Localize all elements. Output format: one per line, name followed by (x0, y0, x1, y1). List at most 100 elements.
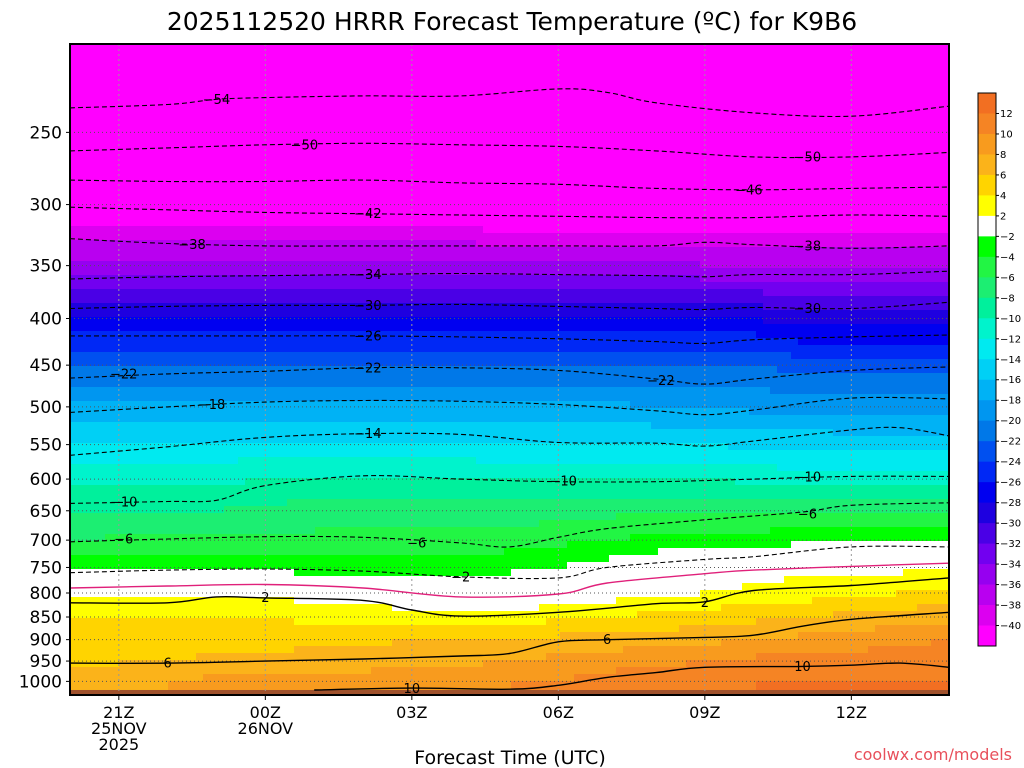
temperature-cell (245, 359, 253, 367)
temperature-cell (189, 660, 197, 668)
temperature-cell (126, 520, 134, 528)
temperature-cell (385, 324, 393, 332)
temperature-cell (154, 226, 162, 234)
temperature-cell (231, 191, 239, 199)
temperature-cell (413, 639, 421, 647)
temperature-cell (245, 275, 253, 283)
temperature-cell (350, 373, 358, 381)
temperature-cell (434, 324, 442, 332)
temperature-cell (147, 541, 155, 549)
temperature-cell (175, 429, 183, 437)
temperature-cell (336, 149, 344, 157)
temperature-cell (392, 100, 400, 108)
temperature-cell (238, 114, 246, 122)
temperature-cell (329, 681, 337, 689)
temperature-cell (140, 464, 148, 472)
temperature-cell (112, 611, 120, 619)
temperature-cell (203, 51, 211, 59)
temperature-cell (364, 338, 372, 346)
temperature-cell (385, 492, 393, 500)
temperature-cell (126, 107, 134, 115)
temperature-cell (371, 233, 379, 241)
temperature-cell (357, 646, 365, 654)
temperature-cell (70, 198, 78, 206)
temperature-cell (301, 114, 309, 122)
temperature-cell (385, 576, 393, 584)
temperature-cell (329, 51, 337, 59)
temperature-cell (399, 289, 407, 297)
temperature-cell (434, 401, 442, 409)
temperature-cell (154, 79, 162, 87)
temperature-cell (350, 205, 358, 213)
temperature-cell (273, 401, 281, 409)
temperature-cell (385, 338, 393, 346)
temperature-cell (308, 674, 316, 682)
temperature-cell (413, 681, 421, 689)
temperature-cell (175, 471, 183, 479)
temperature-cell (252, 541, 260, 549)
temperature-cell (280, 569, 288, 577)
temperature-cell (315, 422, 323, 430)
temperature-cell (266, 394, 274, 402)
temperature-cell (70, 422, 78, 430)
temperature-cell (406, 660, 414, 668)
temperature-cell (119, 576, 127, 584)
temperature-cell (231, 226, 239, 234)
temperature-cell (217, 534, 225, 542)
temperature-cell (308, 604, 316, 612)
temperature-cell (364, 107, 372, 115)
temperature-cell (126, 415, 134, 423)
temperature-cell (70, 667, 78, 675)
temperature-cell (182, 513, 190, 521)
temperature-cell (322, 541, 330, 549)
temperature-cell (119, 534, 127, 542)
temperature-cell (147, 128, 155, 136)
temperature-cell (434, 359, 442, 367)
temperature-cell (182, 576, 190, 584)
temperature-cell (287, 240, 295, 248)
temperature-cell (238, 485, 246, 493)
temperature-cell (91, 219, 99, 227)
temperature-cell (350, 639, 358, 647)
temperature-cell (203, 681, 211, 689)
temperature-cell (77, 240, 85, 248)
temperature-cell (287, 261, 295, 269)
temperature-cell (364, 506, 372, 514)
temperature-cell (287, 611, 295, 619)
temperature-cell (350, 604, 358, 612)
temperature-cell (224, 149, 232, 157)
temperature-cell (210, 583, 218, 591)
temperature-cell (168, 163, 176, 171)
temperature-cell (287, 303, 295, 311)
temperature-cell (294, 100, 302, 108)
temperature-cell (112, 240, 120, 248)
temperature-cell (252, 310, 260, 318)
temperature-cell (406, 387, 414, 395)
temperature-cell (301, 345, 309, 353)
temperature-cell (154, 331, 162, 339)
temperature-cell (217, 373, 225, 381)
temperature-cell (147, 443, 155, 451)
temperature-cell (322, 289, 330, 297)
temperature-cell (301, 415, 309, 423)
temperature-cell (329, 345, 337, 353)
temperature-cell (392, 555, 400, 563)
temperature-cell (301, 408, 309, 416)
temperature-cell (357, 44, 365, 52)
temperature-cell (231, 443, 239, 451)
temperature-cell (245, 310, 253, 318)
temperature-cell (413, 415, 421, 423)
temperature-cell (336, 576, 344, 584)
temperature-cell (238, 205, 246, 213)
temperature-cell (252, 58, 260, 66)
temperature-cell (378, 219, 386, 227)
temperature-cell (371, 219, 379, 227)
temperature-cell (329, 331, 337, 339)
temperature-cell (301, 156, 309, 164)
temperature-cell (154, 44, 162, 52)
temperature-cell (308, 65, 316, 73)
temperature-cell (308, 268, 316, 276)
temperature-cell (434, 646, 442, 654)
temperature-cell (364, 583, 372, 591)
temperature-cell (112, 366, 120, 374)
